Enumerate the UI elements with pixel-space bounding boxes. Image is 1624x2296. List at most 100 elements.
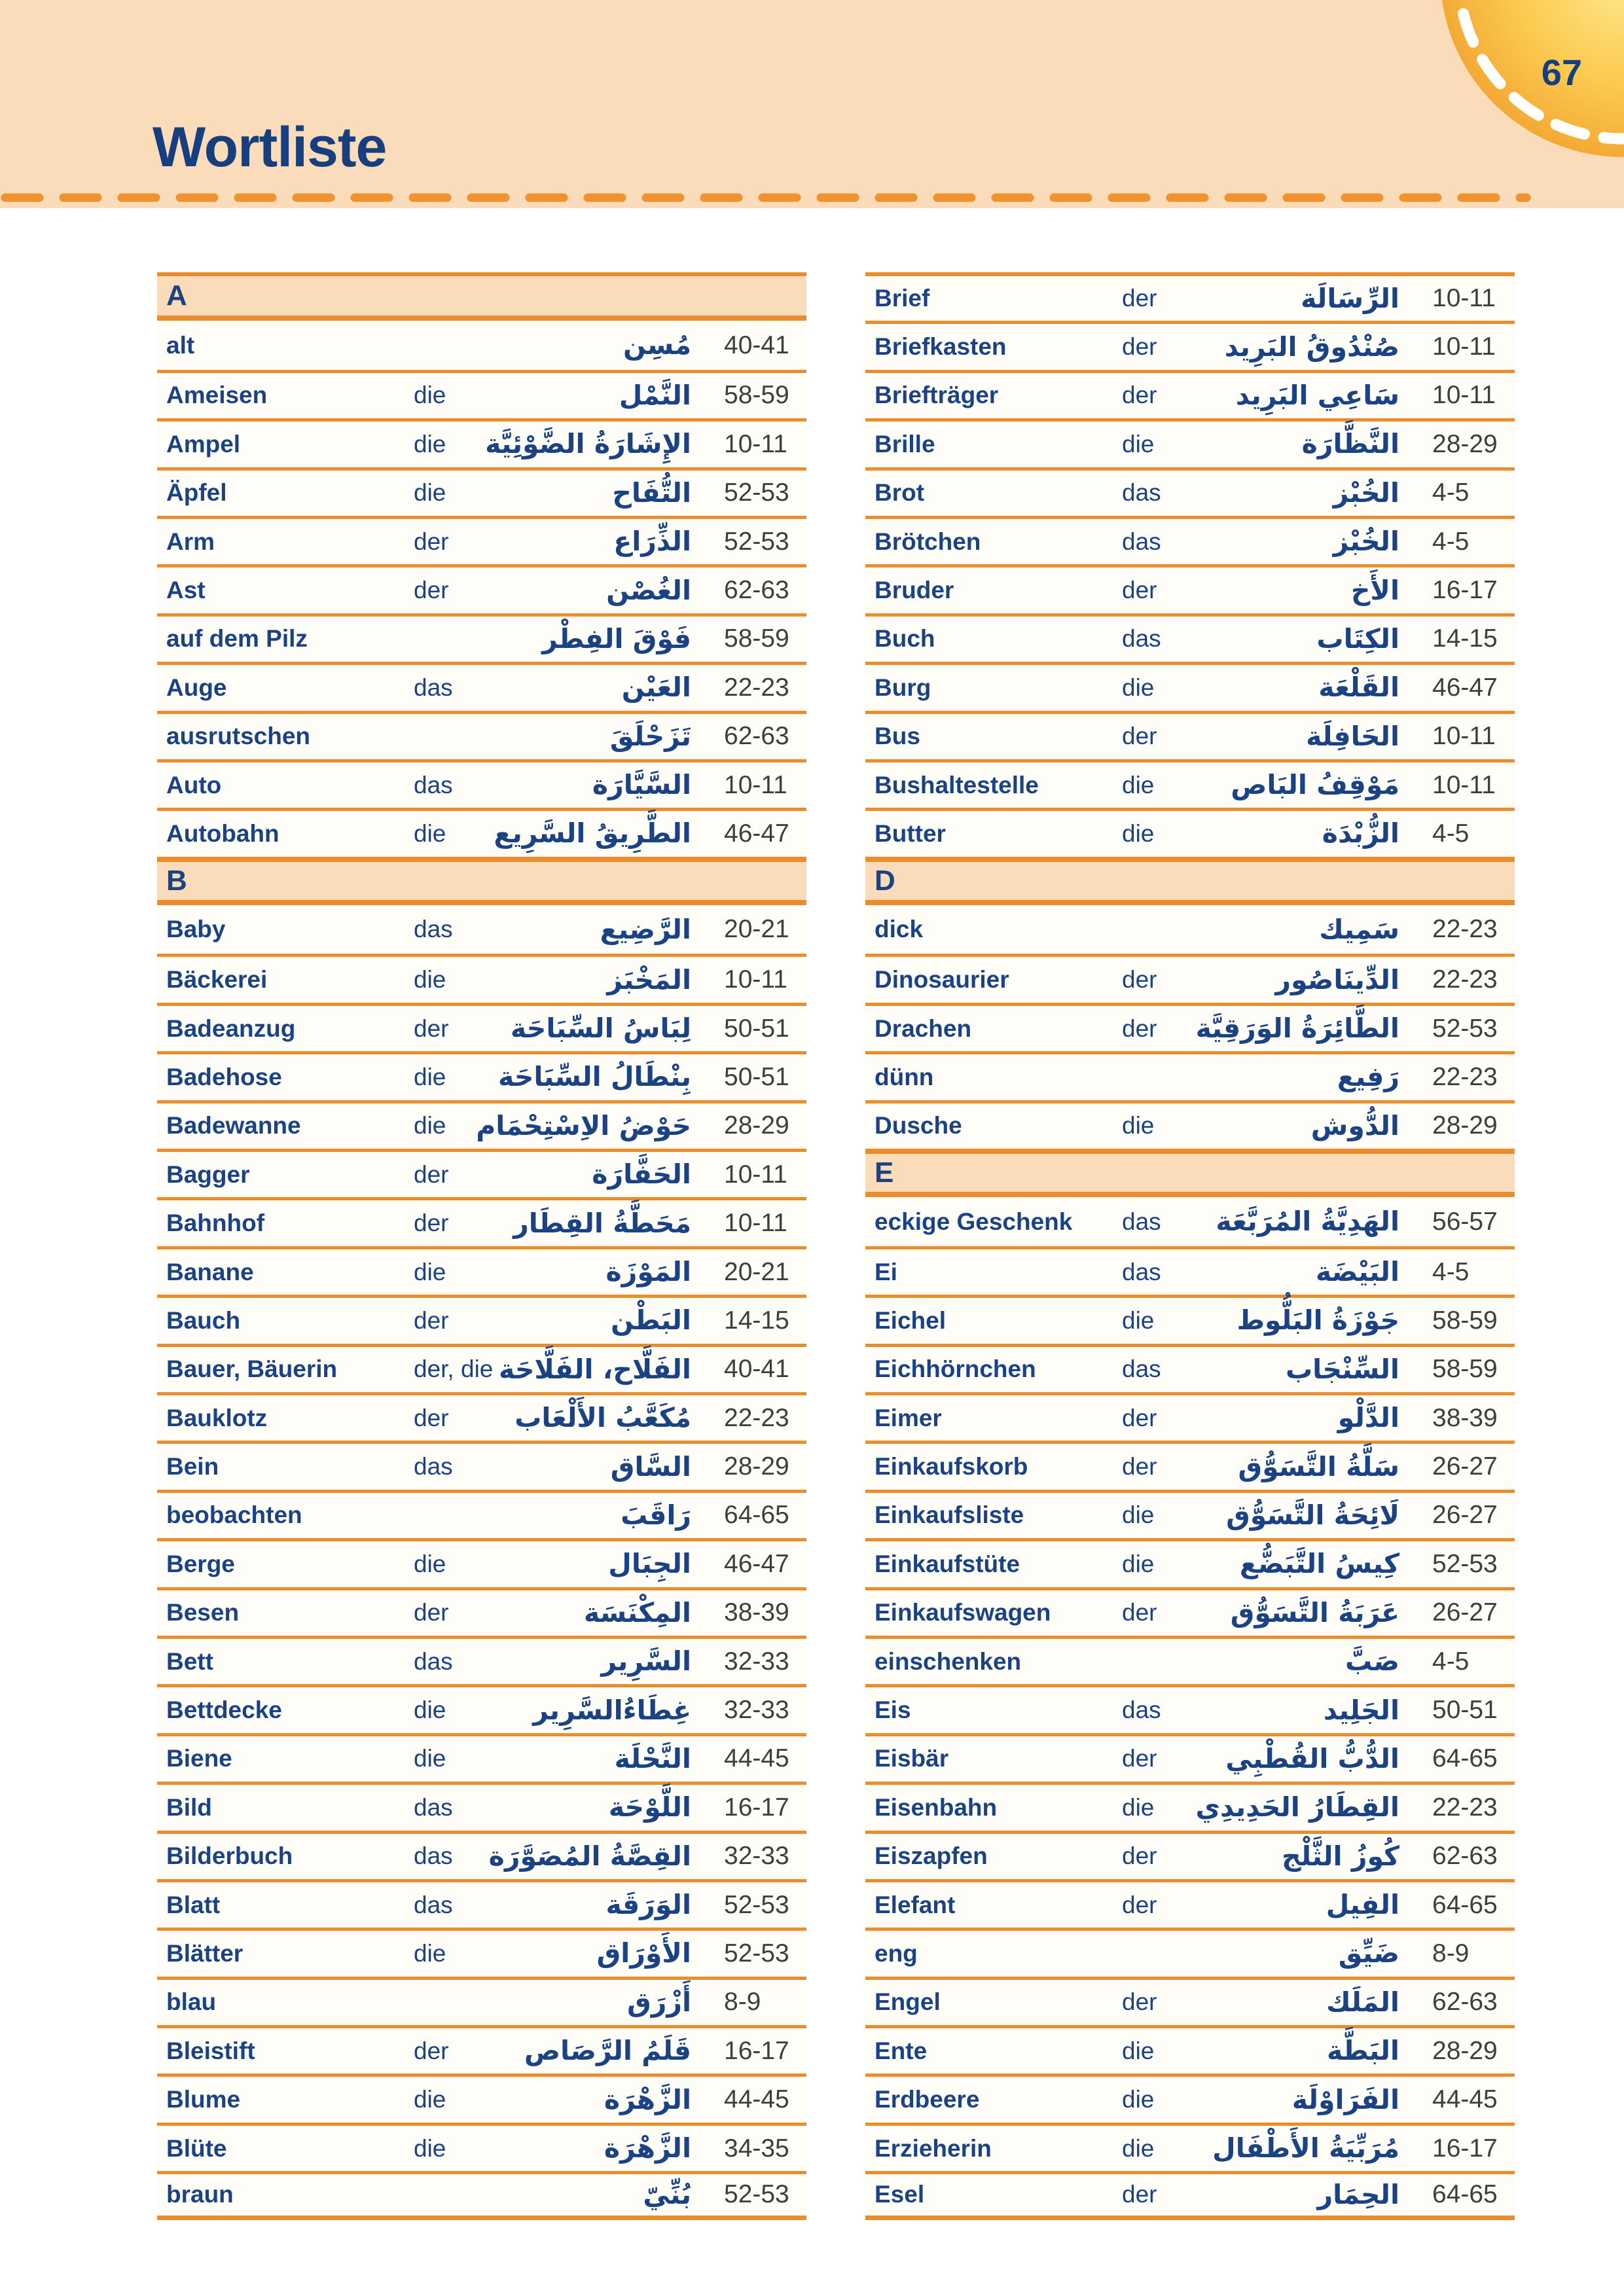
table-row: Eimer der الدَّلْو 38-39 (865, 1391, 1515, 1441)
arabic-translation: النَّظَّارَة (1301, 428, 1399, 460)
table-row: Bauer, Bäuerin der, die الفَلَّاح، الفَلَّ… (157, 1343, 806, 1392)
arabic-translation: مُرَبِّيَةُ الأَطْفَال (1212, 2132, 1399, 2164)
article: die (414, 1939, 446, 1967)
page-range: 28-29 (724, 1111, 789, 1140)
arabic-translation: الحَفَّارَة (592, 1158, 691, 1191)
table-row: Baby das الرَّضِيع 20-21 (157, 905, 806, 954)
arabic-translation: الإِشَارَةُ الضَّوْئِيَّة (485, 428, 691, 460)
arabic-translation: السَّرِير (601, 1645, 691, 1677)
arabic-translation: الفَلَّاح، الفَلَّاحَة (499, 1353, 691, 1385)
table-row: Bauch der البَطْن 14-15 (157, 1295, 806, 1344)
page-range: 22-23 (1432, 1062, 1498, 1091)
article: das (1122, 1258, 1161, 1285)
article: die (1122, 2037, 1155, 2064)
arabic-translation: الرَّضِيع (600, 913, 691, 945)
german-word: Arm (166, 528, 215, 555)
page-range: 52-53 (1432, 1014, 1498, 1043)
page-range: 8-9 (1432, 1939, 1470, 1967)
german-word: beobachten (166, 1501, 302, 1529)
table-row: Briefkasten der صُنْدُوقُ البَرِيد 10-11 (865, 321, 1515, 370)
article: die (414, 430, 446, 457)
table-row: Brötchen das الخُبْز 4-5 (865, 515, 1515, 565)
page-range: 44-45 (1432, 2085, 1498, 2114)
german-word: Ameisen (166, 382, 268, 409)
german-word: Auto (166, 771, 222, 798)
arabic-translation: الجِبَال (608, 1548, 691, 1580)
arabic-translation: غِطَاءُالسَّرِير (533, 1694, 691, 1726)
article: die (414, 819, 446, 847)
german-word: Biene (166, 1745, 232, 1772)
page-range: 50-51 (724, 1062, 789, 1091)
article: der (1122, 1453, 1157, 1480)
table-row: blau أَزْرَق 8-9 (157, 1976, 806, 2026)
german-word: Buch (875, 625, 935, 653)
article: der (1122, 1599, 1157, 1626)
table-row: Äpfel die التُّفَاح 52-53 (157, 467, 806, 516)
table-row: Bild das اللَّوْحَة 16-17 (157, 1782, 806, 1831)
section-header-row: D (865, 856, 1515, 906)
page-range: 62-63 (1432, 1988, 1498, 2017)
table-row: Blätter die الأَوْرَاق 52-53 (157, 1928, 806, 1977)
page-range: 26-27 (1432, 1598, 1498, 1627)
page-range: 52-53 (724, 527, 789, 556)
arabic-translation: حَوْضُ الاِسْتِحْمَام (476, 1109, 691, 1141)
arabic-translation: الزَّهْرَة (604, 2132, 691, 2164)
article: das (414, 673, 453, 701)
german-word: dünn (875, 1063, 934, 1090)
page-range: 4-5 (1432, 478, 1470, 507)
german-word: Eisenbahn (875, 1793, 998, 1821)
article: die (414, 1696, 446, 1724)
article: die (414, 1745, 446, 1772)
table-row: Brief der الرِّسَالَة 10-11 (865, 272, 1515, 321)
table-row: Briefträger der سَاعِي البَرِيد 10-11 (865, 369, 1515, 419)
arabic-translation: الأَوْرَاق (596, 1937, 691, 1969)
page-range: 44-45 (724, 2085, 789, 2114)
table-row: dick سَمِيك 22-23 (865, 905, 1515, 954)
article: die (1122, 2086, 1155, 2113)
table-row: Bus der الحَافِلَة 10-11 (865, 710, 1515, 759)
page-range: 44-45 (724, 1744, 789, 1773)
table-row: Banane die المَوْزَة 20-21 (157, 1246, 806, 1295)
page-range: 10-11 (724, 429, 787, 458)
page-range: 58-59 (1432, 1355, 1498, 1384)
german-word: Eiszapfen (875, 1842, 988, 1870)
german-word: ausrutschen (166, 723, 311, 750)
article: der (1122, 1404, 1157, 1431)
german-word: Auge (166, 673, 227, 701)
article: die (1122, 430, 1155, 457)
article: die (1122, 1112, 1155, 1139)
german-word: Erzieherin (875, 2134, 992, 2162)
page-range: 16-17 (724, 2036, 789, 2065)
page-range: 28-29 (1432, 429, 1498, 458)
page-range: 34-35 (724, 2134, 789, 2162)
arabic-translation: النَّحْلَة (614, 1742, 691, 1774)
arabic-translation: القِطَارُ الحَدِيدِي (1195, 1791, 1399, 1823)
arabic-translation: الحِمَار (1317, 2178, 1399, 2210)
article: der (414, 577, 449, 604)
table-row: braun بُنِّيّ 52-53 (157, 2171, 806, 2220)
table-row: Bett das السَّرِير 32-33 (157, 1635, 806, 1685)
arabic-translation: مُسِن (623, 329, 691, 361)
arabic-translation: تَزَحْلَقَ (609, 720, 691, 752)
arabic-translation: التُّفَاح (612, 476, 691, 509)
table-row: Esel der الحِمَار 64-65 (865, 2171, 1515, 2220)
article: der (1122, 577, 1157, 604)
page-range: 46-47 (724, 1549, 789, 1578)
section-letter: B (166, 864, 187, 897)
german-word: Bein (166, 1453, 219, 1480)
article: das (414, 916, 453, 943)
page-range: 32-33 (724, 1696, 789, 1725)
page-range: 14-15 (1432, 624, 1498, 653)
arabic-translation: صَبَّ (1344, 1645, 1399, 1677)
page-range: 62-63 (1432, 1842, 1498, 1871)
arabic-translation: الكِتَاب (1316, 622, 1399, 655)
page-range: 16-17 (1432, 576, 1498, 605)
article: der (414, 1014, 449, 1042)
german-word: Banane (166, 1258, 254, 1285)
article: der (414, 1306, 449, 1334)
arabic-translation: الجَلِيد (1323, 1694, 1399, 1726)
page-range: 50-51 (1432, 1696, 1498, 1725)
page-range: 16-17 (724, 1793, 789, 1821)
arabic-translation: الوَرَقَة (605, 1889, 691, 1921)
